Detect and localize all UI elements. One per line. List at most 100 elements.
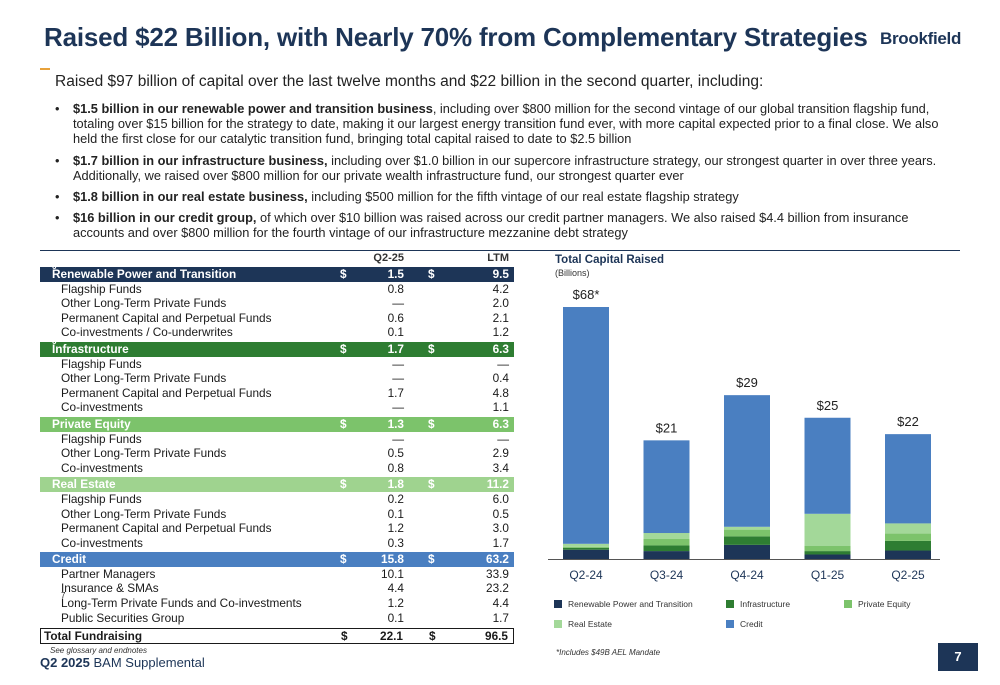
bar-segment-3-4 (885, 523, 931, 534)
chart-footnote: *Includes $49B AEL Mandate (556, 648, 661, 657)
legend-swatch (726, 600, 734, 608)
section-row-infra: Infrastructure 6 $1.7 $6.3 (40, 337, 514, 357)
x-tick-label: Q4-24 (730, 568, 764, 582)
legend-swatch (726, 620, 734, 628)
bullet-bold: $16 billion in our credit group, (73, 210, 257, 226)
accent-line (40, 68, 50, 70)
chart-legend: Renewable Power and Transition Infrastruc… (554, 599, 954, 635)
row-q2-value: 1.2 (387, 596, 404, 611)
row-ltm-value: 2.0 (492, 296, 509, 311)
bar-segment-4-2 (724, 395, 770, 527)
row-q2-value: — (392, 400, 404, 415)
row-ltm-value: 33.9 (486, 566, 509, 581)
row-label-text: Flagship Funds (61, 281, 142, 296)
row-label-text: Public Securities Group (61, 610, 185, 625)
brand-logo: Brookfield (880, 29, 962, 48)
row-label-text: Other Long-Term Private Funds (61, 296, 227, 311)
row-q2-value: 4.4 (387, 581, 404, 596)
row-ltm-value: 0.4 (492, 371, 509, 386)
table-row: Other Long-Term Private Funds — 2.0 (40, 296, 514, 311)
row-label-text: Flagship Funds (61, 356, 142, 371)
row-ltm-value: — (497, 431, 509, 446)
row-q2-value: — (392, 356, 404, 371)
legend-label: Renewable Power and Transition (568, 599, 693, 609)
row-ltm-value: 4.4 (492, 596, 509, 611)
bullet-text: including over $1.0 billion in our super… (73, 152, 937, 183)
page-number: 7 (938, 643, 978, 671)
table-row: Other Long-Term Private Funds 0.1 0.5 (40, 507, 514, 522)
row-ltm-value: 1.7 (492, 535, 509, 550)
legend-label: Credit (740, 619, 763, 629)
bar-segment-1-3 (804, 551, 851, 555)
section-q2-value: 1.3 (387, 416, 404, 431)
table-row: Permanent Capital and Perpetual Funds 1.7… (40, 386, 514, 401)
table-row: Co-investments — 1.1 (40, 400, 514, 415)
dollar-sign: $ (428, 341, 435, 356)
footer: Q2 2025 BAM Supplemental (40, 655, 205, 670)
bullet-item: $16 billion in our credit group, of whic… (55, 210, 955, 240)
dollar-sign: $ (340, 267, 347, 281)
bullet-text: , including over $800 million for the se… (73, 101, 939, 147)
table-row: Other Long-Term Private Funds 0.5 2.9 (40, 446, 514, 461)
bar-total-label: $29 (736, 375, 758, 390)
row-q2-value: 0.1 (387, 506, 404, 521)
chart-subtitle: (Billions) (555, 268, 590, 278)
legend-item: Real Estate (554, 619, 612, 629)
row-label-text: Permanent Capital and Perpetual Funds (61, 521, 272, 536)
legend-label: Real Estate (568, 619, 612, 629)
bar-total-label: $68* (573, 287, 600, 302)
bullet-item: $1.7 billion in our infrastructure busin… (55, 153, 955, 183)
bar-total-label: $22 (897, 414, 919, 429)
table-row: Long-Term Private Funds and Co-investmen… (61, 591, 509, 611)
bullet-list: $1.5 billion in our renewable power and … (55, 101, 955, 247)
row-ltm-value: 3.4 (492, 460, 509, 475)
bar-segment-1-0 (563, 547, 609, 550)
row-ltm-value: 2.9 (492, 446, 509, 461)
dollar-sign: $ (341, 629, 348, 644)
bullet-bold: $1.8 billion in our real estate business… (73, 189, 308, 205)
row-label-text: Flagship Funds (61, 431, 142, 446)
footer-doc: BAM Supplemental (89, 655, 205, 670)
dollar-sign: $ (428, 552, 435, 567)
row-ltm-value: 1.2 (492, 325, 509, 340)
bullet-bold: $1.5 billion in our renewable power and … (73, 101, 433, 116)
row-q2-value: — (392, 296, 404, 311)
section-row-credit: Credit $15.8 $63.2 (40, 552, 514, 567)
table-row: Flagship Funds 0.2 6.0 (40, 492, 514, 507)
row-q2-value: 0.6 (387, 310, 404, 325)
bar-segment-4-1 (643, 440, 690, 534)
row-label-text: Co-investments (61, 460, 143, 475)
legend-item: Infrastructure (726, 599, 790, 609)
row-label-text: Permanent Capital and Perpetual Funds (61, 385, 272, 400)
row-q2-value: 0.8 (387, 281, 404, 296)
legend-swatch (844, 600, 852, 608)
bar-segment-0-4 (885, 550, 931, 559)
legend-swatch (554, 600, 562, 608)
bar-segment-2-2 (724, 529, 770, 537)
row-label-text: Partner Managers (61, 566, 156, 581)
table-row: Flagship Funds — — (40, 432, 514, 447)
bar-total-label: $25 (817, 398, 839, 413)
bullet-text: of which over $10 billion was raised acr… (73, 210, 909, 241)
bar-segment-4-4 (885, 434, 931, 524)
bar-segment-3-1 (643, 533, 690, 539)
bar-segment-3-2 (724, 526, 770, 530)
dollar-sign: $ (428, 267, 435, 281)
section-q2-value: 1.5 (387, 267, 404, 281)
total-row: Total Fundraising $22.1 $96.5 (40, 628, 514, 645)
row-label-text: Flagship Funds (61, 491, 142, 506)
row-label-text: Other Long-Term Private Funds (61, 371, 227, 386)
bar-segment-2-0 (563, 546, 609, 548)
section-label-text: Real Estate (52, 477, 116, 492)
bar-segment-3-0 (563, 543, 609, 547)
row-q2-value: 0.8 (387, 460, 404, 475)
row-label-text: Long-Term Private Funds and Co-investmen… (61, 596, 302, 611)
table-row: Flagship Funds — — (40, 357, 514, 372)
x-tick-label: Q1-25 (811, 568, 845, 582)
legend-item: Renewable Power and Transition (554, 599, 693, 609)
table-header: Q2-25 LTM (40, 251, 514, 265)
table-row: Permanent Capital and Perpetual Funds 1.2… (40, 521, 514, 536)
x-tick-label: Q3-24 (650, 568, 684, 582)
row-q2-value: 0.1 (387, 610, 404, 625)
row-ltm-value: 23.2 (486, 581, 509, 596)
